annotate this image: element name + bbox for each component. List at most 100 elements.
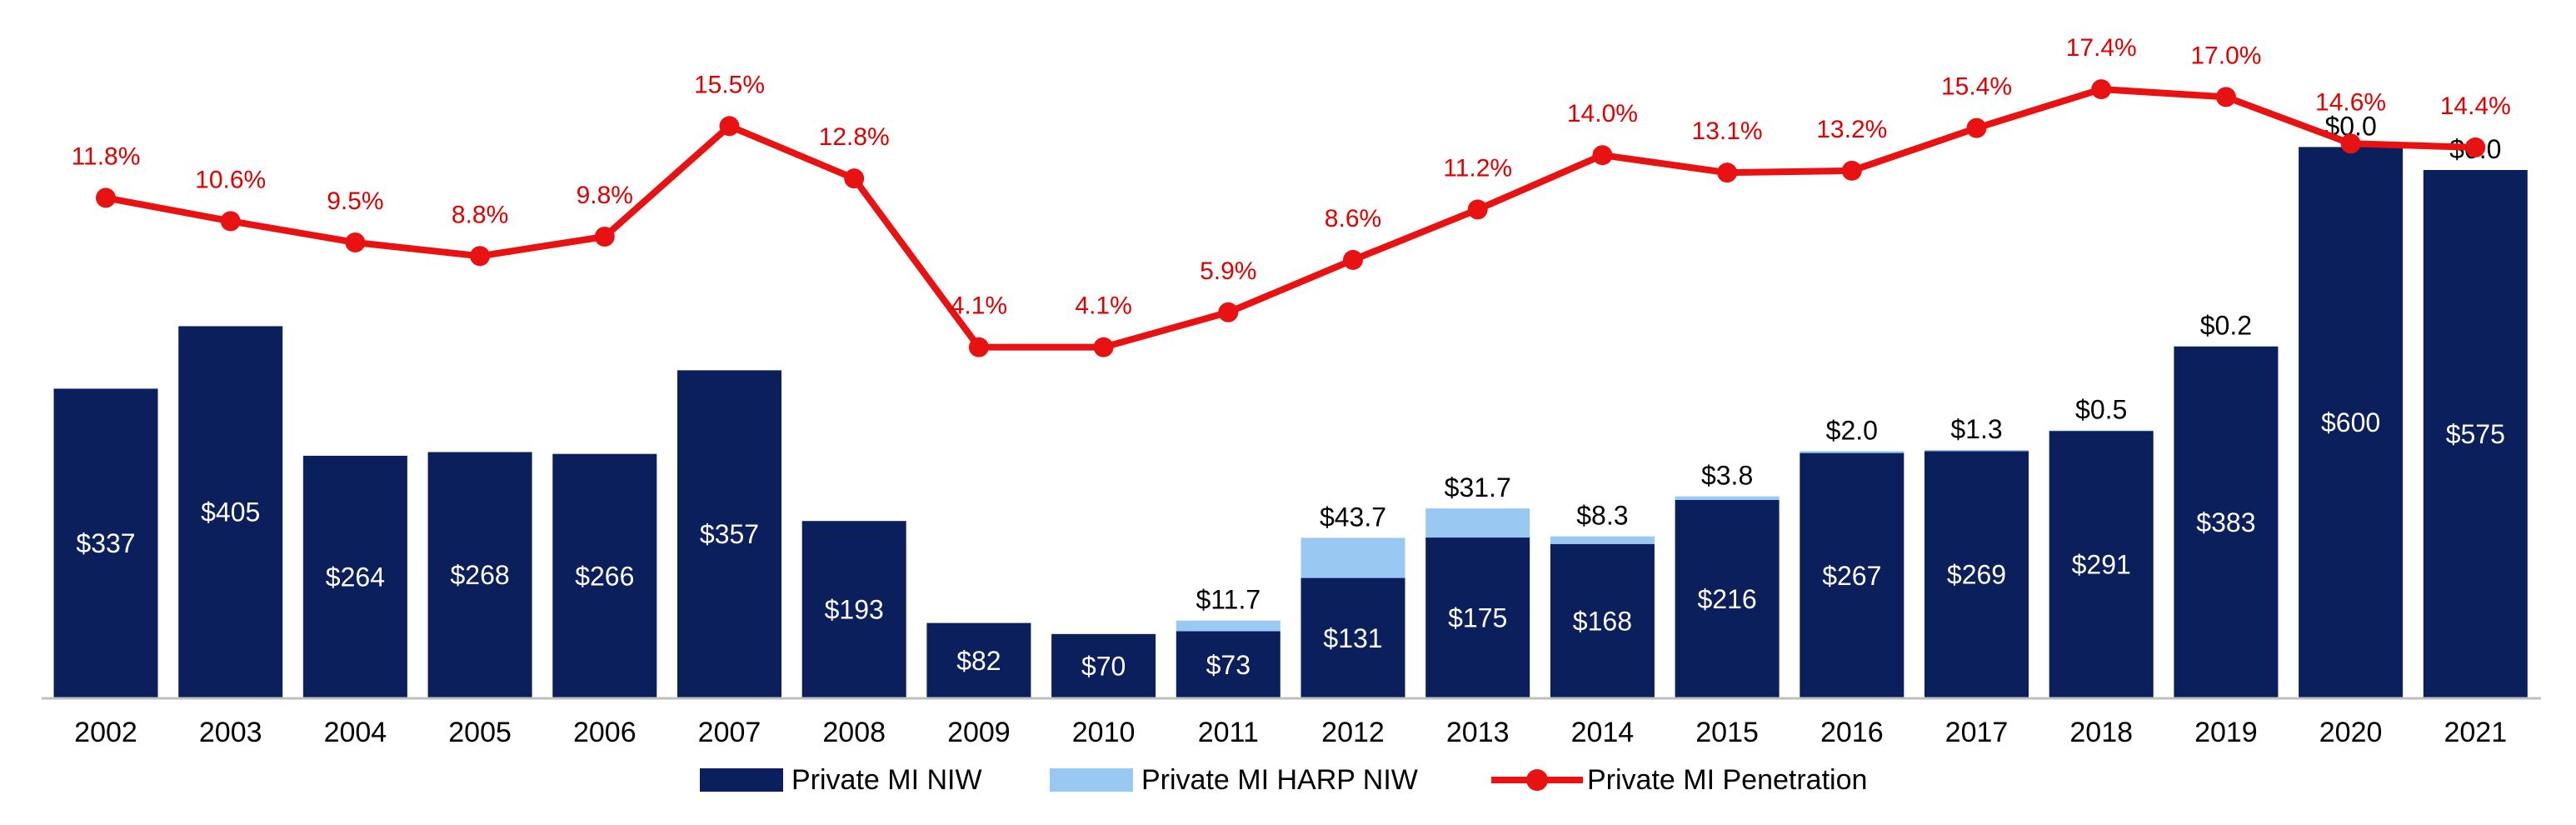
penetration-point-2006 — [594, 226, 615, 247]
bars-layer: $337 $405 $264 $268 $266 $357 $193 $82 $70 $73 $11… — [53, 111, 2528, 699]
bar-harp-2015 — [1675, 496, 1780, 500]
penetration-point-2016 — [1841, 160, 1862, 181]
penetration-point-2021 — [2465, 137, 2486, 158]
bar-niw-label-2007: $357 — [700, 519, 759, 549]
legend-label-harp: Private MI HARP NIW — [1141, 764, 1418, 796]
penetration-line-layer: 11.8% 10.6% 9.5% 8.8% 9.8% 15.5% 12.8% 4.1% 4.1%… — [72, 34, 2511, 358]
penetration-label-2011: 5.9% — [1200, 258, 1256, 285]
bar-niw-2009 — [926, 622, 1031, 698]
x-tick-2015: 2015 — [1695, 717, 1759, 748]
penetration-label-2004: 9.5% — [327, 188, 383, 215]
bar-harp-2014 — [1550, 536, 1655, 544]
penetration-point-2013 — [1467, 199, 1488, 220]
penetration-line — [105, 86, 2476, 351]
bar-harp-2016 — [1800, 451, 1905, 453]
bar-niw-label-2002: $337 — [76, 528, 135, 558]
bar-niw-2003 — [178, 326, 283, 698]
penetration-label-2014: 14.0% — [1567, 100, 1638, 128]
penetration-point-2007 — [719, 116, 740, 137]
x-tick-2005: 2005 — [448, 717, 512, 748]
bar-niw-label-2015: $216 — [1698, 584, 1757, 614]
bar-harp-2017 — [1925, 449, 2029, 452]
penetration-label-2018: 17.4% — [2066, 34, 2137, 62]
bar-niw-label-2005: $268 — [451, 560, 510, 590]
bar-niw-2011 — [1176, 631, 1281, 698]
bar-niw-2012 — [1300, 578, 1405, 698]
penetration-label-2002: 11.8% — [72, 142, 141, 170]
legend: Private MI NIW Private MI HARP NIW Priva… — [700, 764, 1867, 796]
bar-niw-2007 — [677, 370, 781, 698]
bar-niw-2010 — [1051, 633, 1156, 698]
penetration-label-2003: 10.6% — [195, 166, 266, 193]
bar-harp-2012 — [1300, 538, 1405, 578]
bar-niw-2021 — [2423, 169, 2528, 699]
penetration-label-2012: 8.6% — [1325, 205, 1381, 232]
x-tick-2007: 2007 — [698, 717, 761, 748]
bar-niw-label-2006: $266 — [575, 561, 634, 591]
penetration-point-2005 — [470, 246, 491, 267]
bar-niw-label-2008: $193 — [825, 595, 884, 625]
penetration-point-2019 — [2215, 87, 2236, 108]
penetration-point-2012 — [1343, 249, 1363, 270]
legend-label-penetration: Private MI Penetration — [1587, 764, 1867, 796]
x-tick-2010: 2010 — [1072, 717, 1136, 748]
x-tick-2020: 2020 — [2319, 717, 2383, 748]
x-axis-ticks: 2002 2003 2004 2005 2006 2007 2008 2009 2010 2011… — [74, 717, 2507, 748]
bar-niw-2006 — [552, 453, 657, 698]
x-tick-2016: 2016 — [1820, 717, 1884, 748]
bar-niw-label-2003: $405 — [201, 498, 260, 528]
bar-niw-label-2019: $383 — [2196, 508, 2255, 538]
penetration-point-2020 — [2340, 133, 2361, 154]
bar-niw-label-2016: $267 — [1822, 561, 1881, 591]
legend-swatch-niw — [700, 768, 783, 792]
penetration-label-2021: 14.4% — [2440, 92, 2511, 120]
bar-harp-label-2011: $11.7 — [1196, 585, 1261, 615]
legend-label-niw: Private MI NIW — [791, 764, 982, 796]
bar-niw-2014 — [1550, 543, 1655, 698]
bar-harp-label-2015: $3.8 — [1701, 461, 1753, 491]
x-tick-2012: 2012 — [1321, 717, 1385, 748]
bar-niw-label-2009: $82 — [956, 646, 1001, 676]
bar-harp-label-2014: $8.3 — [1576, 501, 1628, 531]
x-tick-2019: 2019 — [2194, 717, 2258, 748]
bar-niw-label-2021: $575 — [2446, 419, 2505, 449]
bar-harp-label-2013: $31.7 — [1445, 472, 1511, 502]
penetration-label-2020: 14.6% — [2315, 88, 2386, 116]
penetration-label-2006: 9.8% — [577, 182, 633, 209]
penetration-point-2015 — [1717, 162, 1738, 183]
bar-harp-2018 — [2049, 430, 2154, 432]
bar-niw-2016 — [1800, 452, 1905, 698]
bar-niw-2019 — [2174, 346, 2279, 698]
bar-niw-label-2011: $73 — [1206, 650, 1251, 680]
x-tick-2011: 2011 — [1198, 717, 1259, 748]
penetration-label-2017: 15.4% — [1941, 73, 2012, 101]
bar-niw-label-2012: $131 — [1323, 623, 1382, 653]
x-tick-2017: 2017 — [1945, 717, 2009, 748]
penetration-point-2010 — [1093, 337, 1114, 358]
penetration-label-2005: 8.8% — [452, 201, 508, 228]
bar-niw-2004 — [302, 455, 407, 698]
bar-niw-label-2004: $264 — [326, 562, 385, 592]
penetration-point-2009 — [968, 337, 989, 358]
x-tick-2014: 2014 — [1571, 717, 1635, 748]
penetration-label-2010: 4.1% — [1075, 292, 1131, 320]
penetration-point-2014 — [1592, 145, 1613, 166]
x-tick-2009: 2009 — [947, 717, 1011, 748]
penetration-label-2009: 4.1% — [951, 292, 1007, 320]
x-tick-2008: 2008 — [822, 717, 886, 748]
penetration-point-2018 — [2091, 79, 2112, 100]
penetration-point-2008 — [844, 168, 865, 189]
penetration-point-2011 — [1218, 302, 1239, 322]
bar-niw-2018 — [2049, 431, 2154, 698]
bar-niw-label-2013: $175 — [1448, 603, 1507, 633]
bar-niw-label-2017: $269 — [1947, 560, 2006, 590]
bar-harp-label-2018: $0.5 — [2075, 395, 2127, 425]
penetration-label-2019: 17.0% — [2190, 42, 2261, 69]
bar-niw-2002 — [53, 388, 158, 698]
bar-niw-2015 — [1675, 499, 1780, 698]
x-tick-2018: 2018 — [2069, 717, 2133, 748]
bar-niw-2020 — [2299, 147, 2404, 699]
penetration-label-2015: 13.1% — [1692, 118, 1763, 145]
penetration-point-2002 — [96, 188, 116, 208]
x-tick-2021: 2021 — [2444, 717, 2507, 748]
